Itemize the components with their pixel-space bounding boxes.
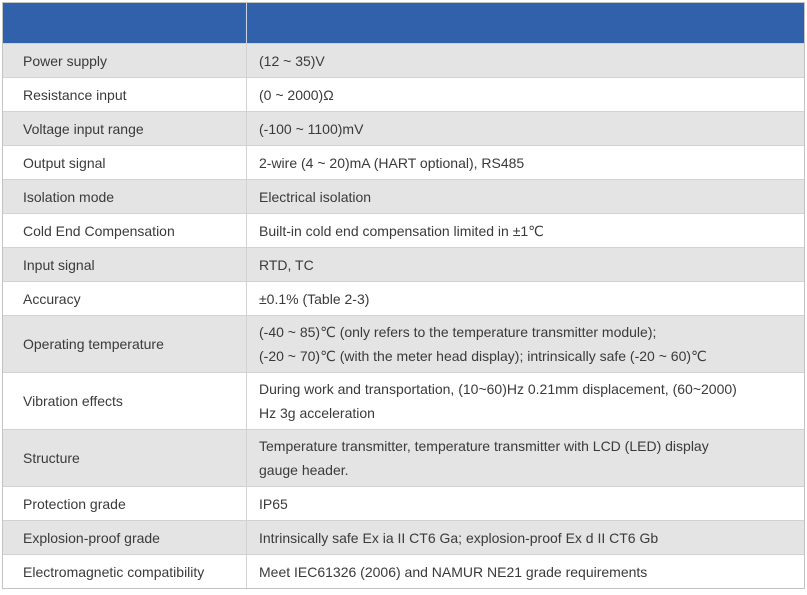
row-label: Resistance input: [3, 78, 247, 111]
row-label: Electromagnetic compatibility: [3, 555, 247, 588]
table-row: Explosion-proof grade Intrinsically safe…: [3, 520, 804, 554]
row-value: Meet IEC61326 (2006) and NAMUR NE21 grad…: [259, 563, 648, 580]
row-value: Intrinsically safe Ex ia II CT6 Ga; expl…: [259, 529, 659, 546]
row-value: Temperature transmitter, temperature tra…: [259, 438, 709, 478]
table-row: Structure Temperature transmitter, tempe…: [3, 429, 804, 486]
table-row: Output signal 2-wire (4 ~ 20)mA (HART op…: [3, 145, 804, 179]
row-label: Vibration effects: [3, 373, 247, 429]
row-label: Accuracy: [3, 282, 247, 315]
row-value: Built-in cold end compensation limited i…: [259, 222, 544, 239]
row-value: ±0.1% (Table 2-3): [259, 290, 370, 307]
table-row: Accuracy ±0.1% (Table 2-3): [3, 281, 804, 315]
row-value: (-100 ~ 1100)mV: [259, 120, 364, 137]
row-label: Voltage input range: [3, 112, 247, 145]
table-row: Protection grade IP65: [3, 486, 804, 520]
table-row: Input signal RTD, TC: [3, 247, 804, 281]
table-row: Voltage input range (-100 ~ 1100)mV: [3, 111, 804, 145]
row-label: Explosion-proof grade: [3, 521, 247, 554]
row-label: Power supply: [3, 44, 247, 77]
row-value: Electrical isolation: [259, 188, 372, 205]
table-row: Vibration effects During work and transp…: [3, 372, 804, 429]
table-row: Operating temperature (-40 ~ 85)℃ (only …: [3, 315, 804, 372]
row-value: (-40 ~ 85)℃ (only refers to the temperat…: [259, 324, 707, 364]
table-header-row: [3, 3, 804, 43]
row-label: Output signal: [3, 146, 247, 179]
table-row: Resistance input (0 ~ 2000)Ω: [3, 77, 804, 111]
row-value: IP65: [259, 495, 288, 512]
table-row: Cold End Compensation Built-in cold end …: [3, 213, 804, 247]
row-label: Structure: [3, 430, 247, 486]
row-label: Input signal: [3, 248, 247, 281]
row-label: Isolation mode: [3, 180, 247, 213]
row-value: 2-wire (4 ~ 20)mA (HART optional), RS485: [259, 154, 525, 171]
row-label: Cold End Compensation: [3, 214, 247, 247]
row-value: (12 ~ 35)V: [259, 52, 325, 69]
row-label: Protection grade: [3, 487, 247, 520]
table-row: Electromagnetic compatibility Meet IEC61…: [3, 554, 804, 588]
row-value: RTD, TC: [259, 256, 314, 273]
row-label: Operating temperature: [3, 316, 247, 372]
row-value: (0 ~ 2000)Ω: [259, 86, 334, 103]
header-cell-value: [247, 3, 804, 43]
table-row: Power supply (12 ~ 35)V: [3, 43, 804, 77]
table-row: Isolation mode Electrical isolation: [3, 179, 804, 213]
row-value: During work and transportation, (10~60)H…: [259, 381, 737, 421]
header-cell-parameter: [3, 3, 247, 43]
